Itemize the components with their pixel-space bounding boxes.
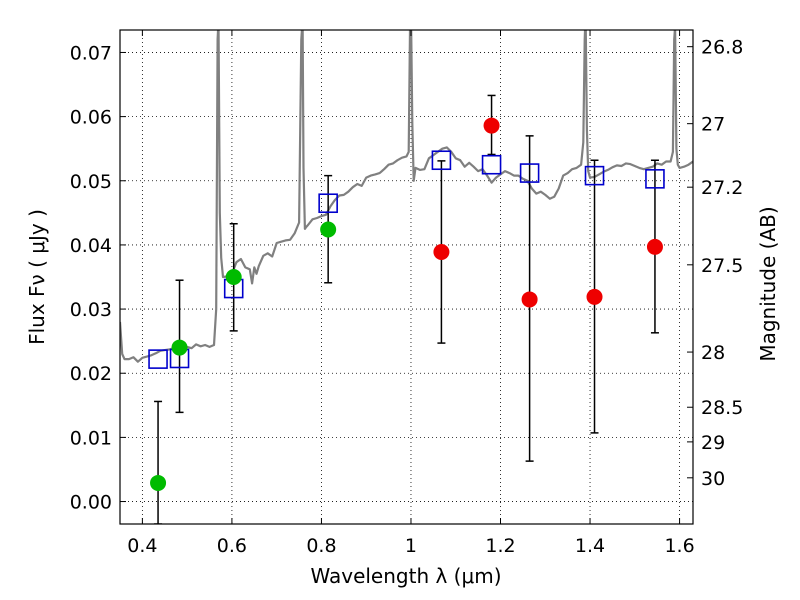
detection-point bbox=[150, 474, 167, 491]
x-tick-label: 1.6 bbox=[664, 535, 694, 557]
y2-tick-label: 27 bbox=[701, 114, 725, 136]
y2-tick-label: 28 bbox=[701, 342, 725, 364]
y2-tick-label: 26.8 bbox=[701, 37, 743, 59]
model-photometry-square bbox=[148, 349, 168, 369]
y-tick-label: 0.02 bbox=[70, 363, 112, 385]
y2-tick-label: 27.2 bbox=[701, 177, 743, 199]
y-axis-title: Flux Fν ( μJy ) bbox=[25, 209, 49, 345]
x-tick-label: 0.6 bbox=[217, 535, 247, 557]
y2-tick-label: 29 bbox=[701, 432, 725, 454]
model-sed-line bbox=[120, 30, 693, 363]
y-tick-label: 0.07 bbox=[70, 42, 112, 64]
y-tick-label: 0.04 bbox=[70, 235, 112, 257]
x-tick-label: 0.4 bbox=[127, 535, 157, 557]
model-photometry-square bbox=[645, 169, 665, 189]
detection-point bbox=[225, 269, 242, 285]
x-tick-label: 1 bbox=[405, 535, 417, 557]
y2-axis-title: Magnitude (AB) bbox=[756, 206, 780, 361]
plot-area bbox=[120, 30, 693, 524]
axis-ticks: 0.4 0.6 0.8 1 1.2 1.4 1.6 0.00 0.01 0.02 0.03 0.04 0… bbox=[70, 30, 743, 557]
y-tick-label: 0.00 bbox=[70, 492, 112, 514]
model-photometry-square bbox=[584, 165, 605, 186]
detection-point bbox=[320, 221, 337, 238]
model-photometry-square bbox=[318, 193, 338, 214]
y2-tick-label: 27.5 bbox=[701, 255, 743, 277]
y-tick-label: 0.05 bbox=[70, 171, 112, 193]
y-tick-label: 0.03 bbox=[70, 299, 112, 321]
model-photometry-square bbox=[431, 150, 452, 171]
x-axis-title: Wavelength λ (μm) bbox=[310, 564, 501, 588]
upper-limit-point bbox=[433, 243, 450, 260]
model-photometry-square bbox=[519, 163, 540, 183]
plot-frame bbox=[119, 29, 694, 525]
x-tick-label: 0.8 bbox=[306, 535, 336, 557]
detection-point bbox=[171, 339, 188, 356]
y2-tick-label: 28.5 bbox=[701, 397, 743, 419]
y-tick-label: 0.01 bbox=[70, 427, 112, 449]
upper-limit-point bbox=[521, 291, 538, 308]
y2-tick-label: 30 bbox=[701, 468, 725, 490]
upper-limit-point bbox=[646, 238, 663, 255]
x-tick-label: 1.4 bbox=[575, 535, 605, 557]
y-tick-label: 0.06 bbox=[70, 107, 112, 129]
x-tick-label: 1.2 bbox=[485, 535, 515, 557]
upper-limit-point bbox=[586, 288, 603, 305]
upper-limit-point bbox=[483, 117, 500, 134]
model-photometry-square bbox=[481, 154, 502, 175]
